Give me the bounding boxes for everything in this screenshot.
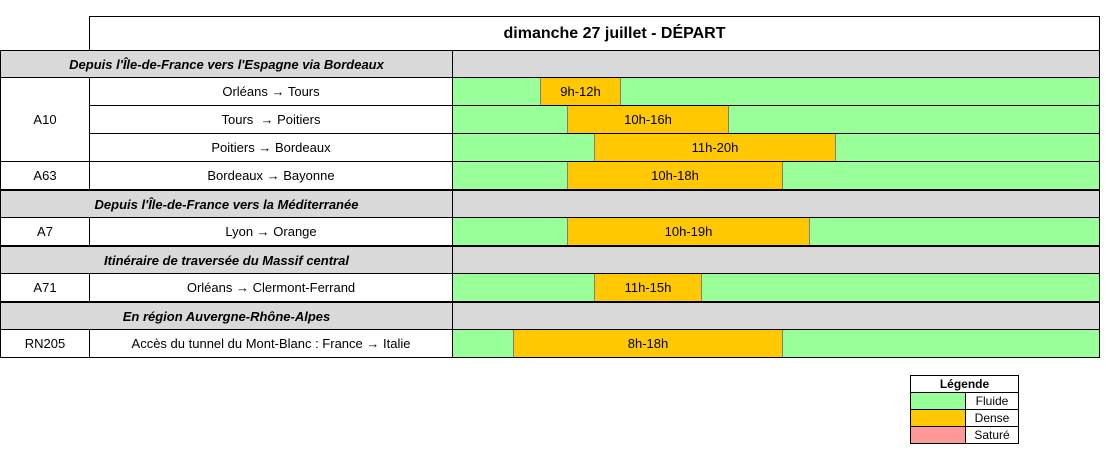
timeline-track: 10h-19h: [452, 218, 1100, 246]
dense-period-bar: 11h-15h: [594, 274, 702, 301]
timeline-track: 9h-12h: [452, 78, 1100, 106]
dense-period-bar: 9h-12h: [540, 78, 621, 105]
section-header-track: [452, 246, 1100, 274]
section-header: Depuis l'Île-de-France vers la Méditerra…: [0, 190, 452, 218]
road-cell: A71: [0, 274, 89, 302]
dense-period-bar: 10h-19h: [567, 218, 810, 245]
route-label: Bordeaux → Bayonne: [207, 168, 335, 183]
legend-swatch: [911, 393, 966, 409]
route-label: Accès du tunnel du Mont-Blanc : France →…: [131, 336, 411, 351]
section-label: Depuis l'Île-de-France vers la Méditerra…: [94, 196, 359, 212]
road-cell: A7: [0, 218, 89, 246]
section-header-track: [452, 50, 1100, 78]
section-header: Depuis l'Île-de-France vers l'Espagne vi…: [0, 50, 452, 78]
legend-swatch: [911, 410, 966, 426]
legend-label: Fluide: [975, 394, 1009, 408]
period-label: 11h-15h: [624, 280, 672, 295]
legend-label: Saturé: [974, 428, 1010, 442]
route-cell: Poitiers → Bordeaux: [89, 134, 452, 162]
legend-item-fluide: Fluide: [911, 393, 1018, 410]
road-label: A71: [33, 280, 57, 295]
period-label: 10h-16h: [624, 112, 672, 127]
road-cell: A10: [0, 78, 89, 162]
dense-period-bar: 10h-16h: [567, 106, 729, 133]
legend-item-sature: Saturé: [911, 427, 1018, 443]
route-cell: Lyon → Orange: [89, 218, 452, 246]
dense-period-bar: 8h-18h: [513, 330, 783, 357]
route-label: Orléans → Tours: [222, 84, 320, 99]
page-title-box: dimanche 27 juillet - DÉPART: [89, 16, 1100, 50]
legend-label: Dense: [974, 411, 1010, 425]
section-header-track: [452, 302, 1100, 330]
section-label: Itinéraire de traversée du Massif centra…: [104, 252, 349, 268]
route-cell: Tours → Poitiers: [89, 106, 452, 134]
route-cell: Orléans → Clermont-Ferrand: [89, 274, 452, 302]
route-label: Lyon → Orange: [225, 224, 317, 239]
dense-period-bar: 11h-20h: [594, 134, 836, 161]
route-label: Orléans → Clermont-Ferrand: [186, 280, 356, 295]
period-label: 9h-12h: [560, 84, 601, 99]
section-header: En région Auvergne-Rhône-Alpes: [0, 302, 452, 330]
road-label: A7: [37, 224, 53, 239]
legend-swatch: [911, 427, 966, 443]
section-header-track: [452, 190, 1100, 218]
section-label: Depuis l'Île-de-France vers l'Espagne vi…: [69, 56, 384, 72]
road-label: RN205: [24, 336, 66, 351]
timeline-track: 10h-18h: [452, 162, 1100, 190]
legend: Légende Fluide Dense Saturé: [910, 375, 1019, 444]
period-label: 10h-19h: [664, 224, 713, 239]
dense-period-bar: 10h-18h: [567, 162, 783, 189]
route-cell: Orléans → Tours: [89, 78, 452, 106]
road-label: A10: [33, 112, 57, 127]
period-label: 8h-18h: [627, 336, 669, 351]
route-label: Poitiers → Bordeaux: [211, 140, 331, 155]
road-cell: RN205: [0, 330, 89, 358]
road-cell: A63: [0, 162, 89, 190]
road-label: A63: [33, 168, 57, 183]
period-label: 10h-18h: [651, 168, 699, 183]
section-header: Itinéraire de traversée du Massif centra…: [0, 246, 452, 274]
timeline-track: 10h-16h: [452, 106, 1100, 134]
route-cell: Accès du tunnel du Mont-Blanc : France →…: [89, 330, 452, 358]
page-title: dimanche 27 juillet - DÉPART: [503, 24, 726, 42]
period-label: 11h-20h: [691, 140, 739, 155]
route-cell: Bordeaux → Bayonne: [89, 162, 452, 190]
route-label: Tours → Poitiers: [221, 112, 321, 127]
timeline-track: 11h-15h: [452, 274, 1100, 302]
timeline-track: 11h-20h: [452, 134, 1100, 162]
legend-item-dense: Dense: [911, 410, 1018, 427]
legend-title: Légende: [911, 376, 1018, 393]
section-label: En région Auvergne-Rhône-Alpes: [122, 308, 331, 324]
timeline-track: 8h-18h: [452, 330, 1100, 358]
